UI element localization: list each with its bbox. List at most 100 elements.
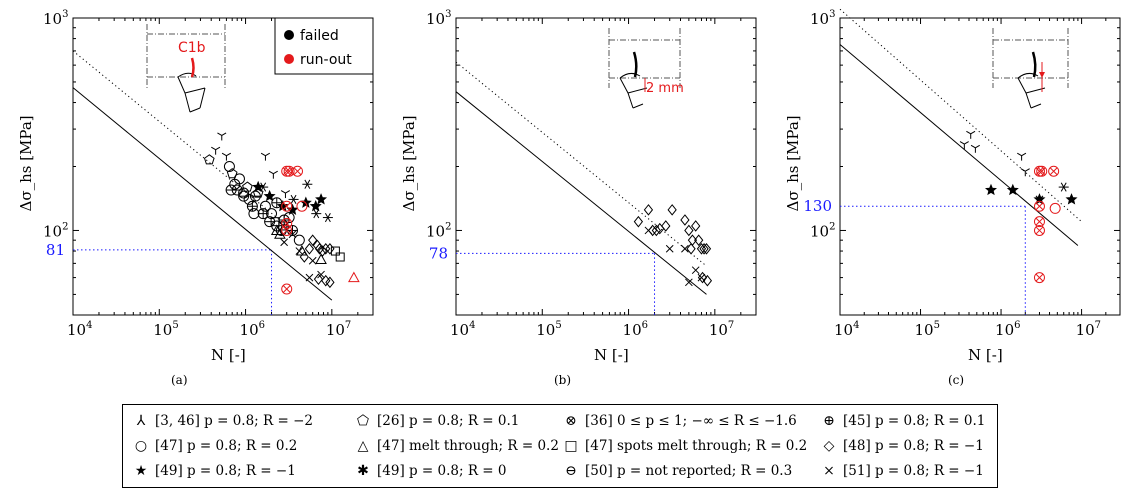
y-axis-label: Δσ_hs [MPa] [400, 115, 418, 211]
x-axis-label: N [-] [594, 346, 629, 364]
diamond-marker [299, 251, 309, 263]
diamond-marker [325, 276, 335, 289]
tri-star-marker [285, 190, 291, 194]
circle-marker [296, 200, 308, 212]
legend-text: [49] p = 0.8; R = 0 [377, 463, 507, 479]
data-point [278, 214, 290, 226]
data-point [217, 132, 227, 141]
x-tick-exponent: 4 [86, 320, 92, 331]
design-line-dotted [839, 8, 1082, 223]
data-point [299, 251, 309, 263]
legend-text: [47] p = 0.8; R = 0.2 [155, 438, 298, 454]
data-point [643, 204, 654, 216]
data-point [281, 200, 293, 212]
star5-marker [1065, 193, 1078, 205]
legend-item: ✱ [49] p = 0.8; R = 0 [355, 461, 507, 481]
inset-weld [1017, 72, 1046, 109]
legend-text: [47] spots melt through; R = 0.2 [585, 438, 808, 454]
tri-star-marker [964, 141, 969, 145]
star6-marker [304, 179, 311, 189]
tri-star-marker [959, 141, 965, 145]
data-point [263, 189, 276, 202]
data-point [246, 200, 258, 212]
data-point [702, 274, 713, 287]
diamond-marker-icon: ◇ [823, 438, 835, 454]
diamond-marker [686, 242, 696, 255]
circle-marker [223, 161, 235, 172]
data-point [233, 173, 245, 185]
x-tick-label: 106 [240, 320, 265, 339]
legend-item: ◇ [48] p = 0.8; R = −1 [821, 436, 984, 456]
reference-label: 81 [46, 241, 65, 259]
cross-marker [308, 256, 317, 265]
circle-marker [1049, 202, 1061, 214]
data-point [317, 270, 325, 279]
star5-marker [984, 183, 997, 196]
x-tick-exponent: 7 [345, 320, 351, 331]
cross-marker-icon: × [823, 463, 835, 479]
design-line-dotted [72, 50, 293, 231]
data-point [288, 230, 297, 239]
diamond-marker [643, 204, 654, 216]
diamond-marker [667, 204, 677, 216]
data-point [984, 183, 997, 196]
data-point [321, 274, 331, 287]
x-tick-exponent: 6 [1014, 320, 1020, 331]
failed-legend-dot [284, 30, 294, 40]
inset-frame [992, 28, 1069, 88]
data-point [248, 208, 260, 220]
diamond-marker [702, 274, 713, 287]
data-point [315, 253, 327, 264]
data-point [259, 200, 271, 212]
inset-weld [177, 72, 206, 113]
otimes-marker [281, 217, 293, 229]
legend-box: ⅄ [3, 46] p = 0.8; R = −2 ⬠ [26] p = 0.8; … [122, 404, 998, 488]
y-tick-exponent: 3 [445, 9, 451, 20]
x-tick-exponent: 6 [642, 320, 648, 331]
otimes-bar [282, 285, 291, 293]
data-point [281, 224, 293, 236]
figure: 104 105 106 107 102 103 N [-] Δσ_hs [MPa] 81 (a) C… [17, 8, 1121, 387]
panel-label: (b) [554, 373, 571, 387]
otimes-marker [1033, 272, 1045, 284]
data-point [686, 242, 696, 255]
circle-marker [293, 234, 305, 246]
tri-star-marker [975, 144, 980, 149]
otimes-marker [1033, 224, 1045, 236]
y-tick-label: 102 [426, 221, 451, 240]
data-point [335, 252, 345, 262]
panel-legend-box [274, 17, 374, 75]
data-point [302, 179, 313, 189]
pentagon-marker [242, 181, 253, 192]
plot-frame [839, 17, 1121, 316]
panel-3: 104 105 106 107 102 103 N [-] Δσ_hs [MPa] 130 (c) [784, 8, 1121, 387]
star5-marker [299, 196, 312, 208]
x-tick-label: 104 [450, 320, 475, 339]
diamond-marker [691, 220, 701, 232]
run-out-legend-dot [284, 54, 294, 64]
otimes-marker [1033, 216, 1045, 228]
tri-star-marker [265, 152, 271, 157]
tri-star-marker [1017, 152, 1022, 157]
data-point [1017, 152, 1027, 161]
data-point [325, 276, 335, 289]
inset-annotation: C1b [178, 40, 206, 56]
tri-star-marker [966, 130, 971, 135]
diamond-marker [661, 220, 671, 232]
legend-text: [45] p = 0.8; R = 0.1 [843, 413, 986, 429]
tri-star-marker [970, 130, 976, 135]
cross-marker [697, 273, 706, 282]
inset-annotation: 2 mm [646, 81, 684, 96]
data-point [697, 273, 706, 282]
tri-star-marker-icon: ⅄ [136, 413, 146, 429]
legend-runout-label: run-out [300, 52, 352, 68]
legend-row-2: ○ [47] p = 0.8; R = 0.2 △ [47] melt throug… [123, 436, 997, 456]
data-point [667, 204, 677, 216]
legend-text: [51] p = 0.8; R = −1 [843, 463, 984, 479]
diamond-marker [325, 242, 335, 255]
cross-marker [665, 244, 674, 253]
y-tick-label: 103 [426, 9, 451, 28]
inset-marker-arrowhead [1039, 72, 1045, 78]
x-tick-exponent: 6 [259, 320, 265, 331]
data-point [309, 199, 322, 212]
